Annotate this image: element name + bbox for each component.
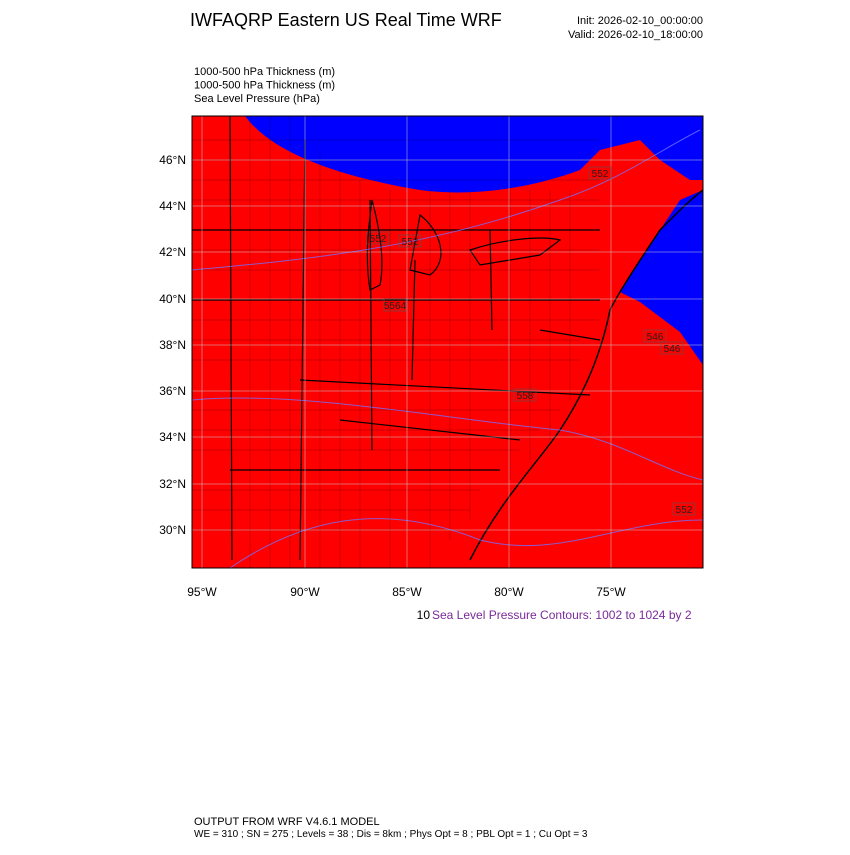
lon-label: 95°W (187, 585, 217, 599)
lon-label: 80°W (494, 585, 524, 599)
contours (191, 129, 704, 569)
contour-label-box (672, 502, 696, 516)
valid-time: Valid: 2026-02-10_18:00:00 (568, 29, 703, 41)
title: IWFAQRP Eastern US Real Time WRF (190, 10, 502, 30)
contour-label: 5564 (384, 301, 407, 312)
county-lines (192, 116, 600, 568)
init-time: Init: 2026-02-10_00:00:00 (577, 15, 703, 27)
contour-info: Sea Level Pressure Contours: 1002 to 102… (432, 608, 692, 622)
contour-label: 546 (647, 332, 664, 343)
contour-label: 558 (517, 391, 534, 402)
contour-label-box (366, 231, 390, 245)
field-labels: 1000-500 hPa Thickness (m) 1000-500 hPa T… (194, 66, 335, 105)
cold-region (245, 116, 703, 193)
lat-label: 36°N (159, 384, 186, 398)
axis-labels: 46°N 44°N 42°N 40°N 38°N 36°N 34°N 32°N 30°N 95°W… (159, 153, 626, 599)
lat-label: 44°N (159, 199, 186, 213)
footer-line: WE = 310 ; SN = 275 ; Levels = 38 ; Dis … (194, 829, 588, 840)
lon-label: 85°W (392, 585, 422, 599)
lat-label: 40°N (159, 292, 186, 306)
contour-label-box (588, 166, 612, 180)
contour-label: 552 (592, 169, 609, 180)
contour-label-box (383, 298, 407, 312)
contour-label-box (398, 234, 422, 248)
lat-label: 46°N (159, 153, 186, 167)
contour-label-box (660, 341, 684, 355)
lon-label: 90°W (290, 585, 320, 599)
lat-label: 42°N (159, 245, 186, 259)
contour-label-box (643, 329, 667, 343)
map-frame (191, 115, 704, 569)
graticule (192, 116, 703, 568)
lat-label: 34°N (159, 430, 186, 444)
footer-line: OUTPUT FROM WRF V4.6.1 MODEL (194, 816, 380, 828)
lat-label: 30°N (159, 523, 186, 537)
contour-label: 552 (676, 505, 693, 516)
contour-label-box (513, 388, 537, 402)
contour-label: 546 (664, 344, 681, 355)
lon-label: 75°W (596, 585, 626, 599)
lat-label: 38°N (159, 338, 186, 352)
cold-region (620, 190, 703, 365)
field-label: 1000-500 hPa Thickness (m) (194, 66, 335, 78)
field-label: Sea Level Pressure (hPa) (194, 93, 320, 105)
contour-label: 552 (370, 234, 387, 245)
contour-prefix: 10 (417, 608, 431, 622)
field-label: 1000-500 hPa Thickness (m) (194, 80, 335, 92)
lat-label: 32°N (159, 477, 186, 491)
contour-label: 552 (402, 237, 419, 248)
